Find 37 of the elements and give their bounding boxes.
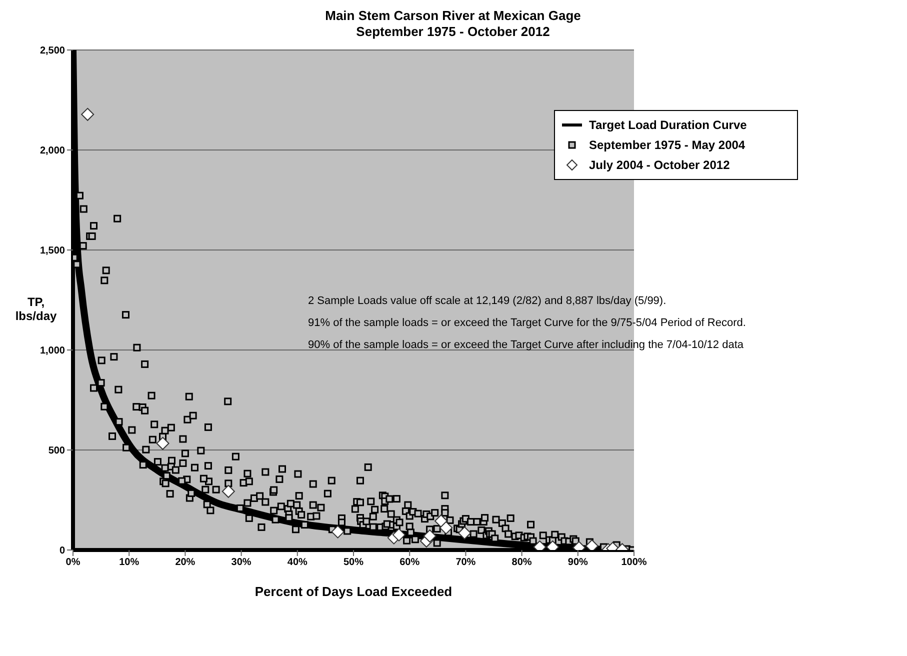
chart-title: Main Stem Carson River at Mexican Gage [324,8,582,24]
y-tick-label: 500 [48,446,66,457]
point [331,525,344,538]
y-tick-label: 2,500 [40,46,66,57]
x-tick-label: 40% [287,557,308,568]
annotation: 90% of the sample loads = or exceed the Target Curve after including the 7/04-10/12 data [308,338,744,353]
x-tick-label: 10% [119,557,140,568]
x-tick-label: 60% [400,557,420,568]
y-tick-label: 0 [59,546,66,557]
x-tick-label: 100% [621,557,647,568]
chart-subtitle: September 1975 - October 2012 [355,24,551,40]
x-tick-label: 20% [175,557,196,568]
legend-label: July 2004 - October 2012 [589,157,730,174]
legend-label: September 1975 - May 2004 [589,137,746,154]
point [458,526,472,540]
point [81,108,94,121]
x-tick-label: 90% [568,557,588,568]
point [423,530,436,542]
x-axis-title: Percent of Days Load Exceeded [254,584,452,599]
x-tick-label: 50% [343,557,364,568]
point [392,528,406,542]
y-axis-title: TP, lbs/day [14,295,58,323]
x-tick-label: 0% [66,557,80,568]
point [156,436,170,450]
y-tick-label: 2,000 [40,146,66,157]
point [222,484,235,498]
y-tick-label: 1,500 [40,246,66,257]
annotation: 91% of the sample loads = or exceed the Target Curve for the 9/75-5/04 Period of Record. [308,316,747,331]
x-tick-label: 30% [231,557,252,568]
point [585,540,598,550]
point [434,514,448,528]
annotation: 2 Sample Loads value off scale at 12,149 (2/82) and 8,887 lbs/day (5/99). [308,294,668,309]
legend-label: Target Load Duration Curve [589,117,747,134]
x-tick-label: 70% [456,557,476,568]
point [440,521,453,534]
x-tick-label: 80% [512,557,532,568]
y-tick-label: 1,000 [40,346,66,357]
